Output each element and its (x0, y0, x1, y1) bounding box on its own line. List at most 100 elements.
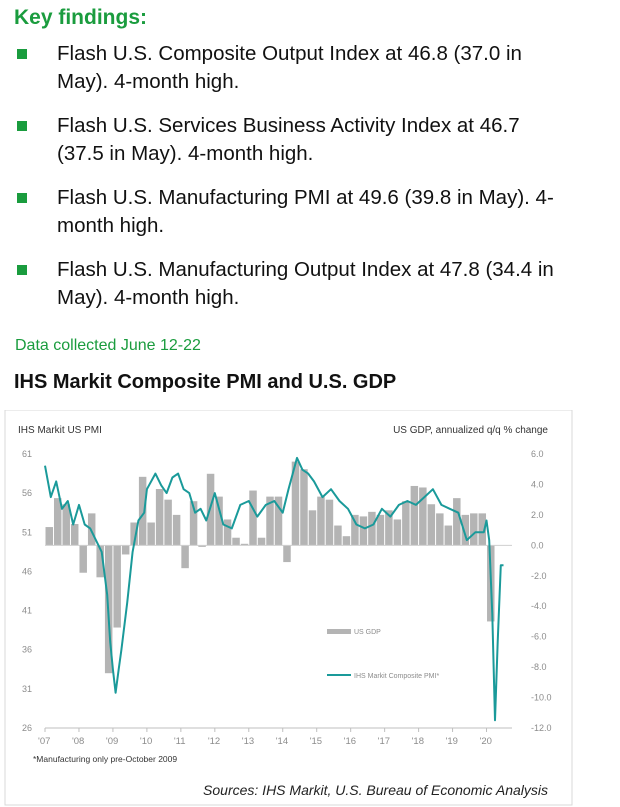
gdp-bars (45, 461, 495, 674)
x-tick-label: '09 (106, 736, 118, 747)
pmi-gdp-chart: IHS Markit US PMI US GDP, annualized q/q… (4, 410, 573, 806)
left-axis-title: IHS Markit US PMI (18, 425, 102, 436)
key-findings-heading: Key findings: (14, 6, 148, 29)
gdp-bar (62, 504, 70, 546)
gdp-bar (317, 496, 325, 546)
bullet-square-icon (17, 265, 27, 275)
bullet-square-icon (17, 49, 27, 59)
gdp-bar (189, 501, 198, 546)
gdp-bar (283, 545, 291, 563)
sources-note: Sources: IHS Markit, U.S. Bureau of Econ… (203, 782, 548, 798)
gdp-bar (266, 496, 274, 546)
left-tick-label: 61 (22, 449, 32, 459)
gdp-bar (198, 545, 206, 547)
x-tick-label: '19 (446, 736, 458, 747)
gdp-bar (410, 485, 419, 546)
left-tick-label: 56 (22, 488, 32, 498)
gdp-bar (130, 522, 138, 546)
right-tick-label: -10.0 (531, 693, 552, 703)
gdp-bar (113, 545, 121, 628)
gdp-bar (308, 510, 317, 546)
right-tick-label: 2.0 (531, 510, 544, 520)
finding-manufacturing-pmi: Flash U.S. Manufacturing PMI at 49.6 (39… (0, 184, 620, 240)
gdp-bar (393, 519, 402, 546)
left-tick-label: 31 (22, 684, 32, 694)
gdp-bar (232, 537, 240, 546)
gdp-bar (376, 514, 385, 546)
gdp-bar (444, 525, 453, 546)
x-tick-label: '18 (412, 736, 424, 747)
chart-title: IHS Markit Composite PMI and U.S. GDP (14, 371, 397, 393)
chart-footnote: *Manufacturing only pre-October 2009 (33, 754, 177, 764)
gdp-bar (470, 513, 478, 546)
right-axis-title: US GDP, annualized q/q % change (393, 425, 548, 436)
gdp-bar (45, 527, 53, 546)
right-tick-label: -4.0 (531, 601, 547, 611)
gdp-bar (478, 513, 487, 546)
x-tick-label: '13 (242, 736, 254, 747)
x-axis-ticks: '07 '08 '09 '10 '11 '12 '13 '14 '15 '16 '17 '18 '19 '… (38, 728, 492, 747)
gdp-bar (461, 514, 470, 546)
right-tick-label: -8.0 (531, 662, 547, 672)
pmi-line-group (44, 456, 504, 722)
gdp-bar (402, 501, 410, 546)
left-axis-ticks: 61 56 51 46 41 36 31 26 (22, 449, 32, 733)
left-tick-label: 41 (22, 606, 32, 616)
gdp-bar (385, 510, 393, 546)
gdp-bar (96, 545, 104, 578)
finding-manufacturing-output: Flash U.S. Manufacturing Output Index at… (0, 256, 620, 312)
gdp-bar (342, 536, 351, 546)
right-tick-label: 4.0 (531, 479, 544, 489)
gdp-bar (368, 511, 376, 546)
bullet-square-icon (17, 193, 27, 203)
gdp-bar (215, 496, 223, 546)
gdp-bar (351, 514, 359, 546)
x-tick-label: '11 (174, 736, 186, 747)
gdp-bar (334, 525, 342, 546)
gdp-bar (359, 516, 368, 546)
gdp-bar (274, 496, 283, 546)
gdp-bar (436, 513, 444, 546)
gdp-bar (147, 522, 155, 546)
right-tick-label: 0.0 (531, 540, 544, 550)
x-tick-label: '20 (480, 736, 492, 747)
bullet-square-icon (17, 121, 27, 131)
gdp-bar (240, 543, 249, 546)
x-tick-label: '12 (208, 736, 220, 747)
right-tick-label: -12.0 (531, 723, 552, 733)
gdp-bar (181, 545, 189, 569)
gdp-bar (453, 498, 461, 546)
gdp-bar (121, 545, 130, 555)
legend-pmi-label: IHS Markit Composite PMI* (354, 673, 439, 680)
gdp-bar (155, 489, 164, 546)
left-tick-label: 46 (22, 566, 32, 576)
x-tick-label: '15 (310, 736, 322, 747)
gdp-bar (79, 545, 87, 573)
left-tick-label: 36 (22, 645, 32, 655)
x-tick-label: '14 (276, 736, 288, 747)
x-tick-label: '10 (140, 736, 152, 747)
data-collected-note: Data collected June 12-22 (15, 337, 201, 354)
gdp-bar (164, 499, 172, 546)
right-axis-ticks: 6.0 4.0 2.0 0.0 -2.0 -4.0 -6.0 -8.0 -10.0 -12.0 (531, 449, 552, 733)
finding-text: Flash U.S. Manufacturing PMI at 49.6 (39… (57, 186, 554, 237)
right-tick-label: 6.0 (531, 449, 544, 459)
chart-frame (4, 410, 573, 806)
gdp-bar (223, 519, 232, 546)
legend-gdp-label: US GDP (354, 629, 381, 636)
right-tick-label: -6.0 (531, 632, 547, 642)
gdp-bar (53, 498, 62, 546)
gdp-bar (138, 476, 147, 546)
x-tick-label: '16 (344, 736, 356, 747)
left-tick-label: 51 (22, 527, 32, 537)
gdp-bar (419, 487, 427, 546)
findings-list: Flash U.S. Composite Output Index at 46.… (0, 40, 620, 328)
right-tick-label: -2.0 (531, 571, 547, 581)
left-tick-label: 26 (22, 723, 32, 733)
finding-text: Flash U.S. Services Business Activity In… (57, 114, 520, 165)
gdp-bar (257, 537, 266, 546)
legend-gdp-swatch (327, 629, 351, 634)
gdp-bar (249, 490, 257, 546)
x-tick-label: '07 (38, 736, 50, 747)
gdp-bar (172, 514, 181, 546)
